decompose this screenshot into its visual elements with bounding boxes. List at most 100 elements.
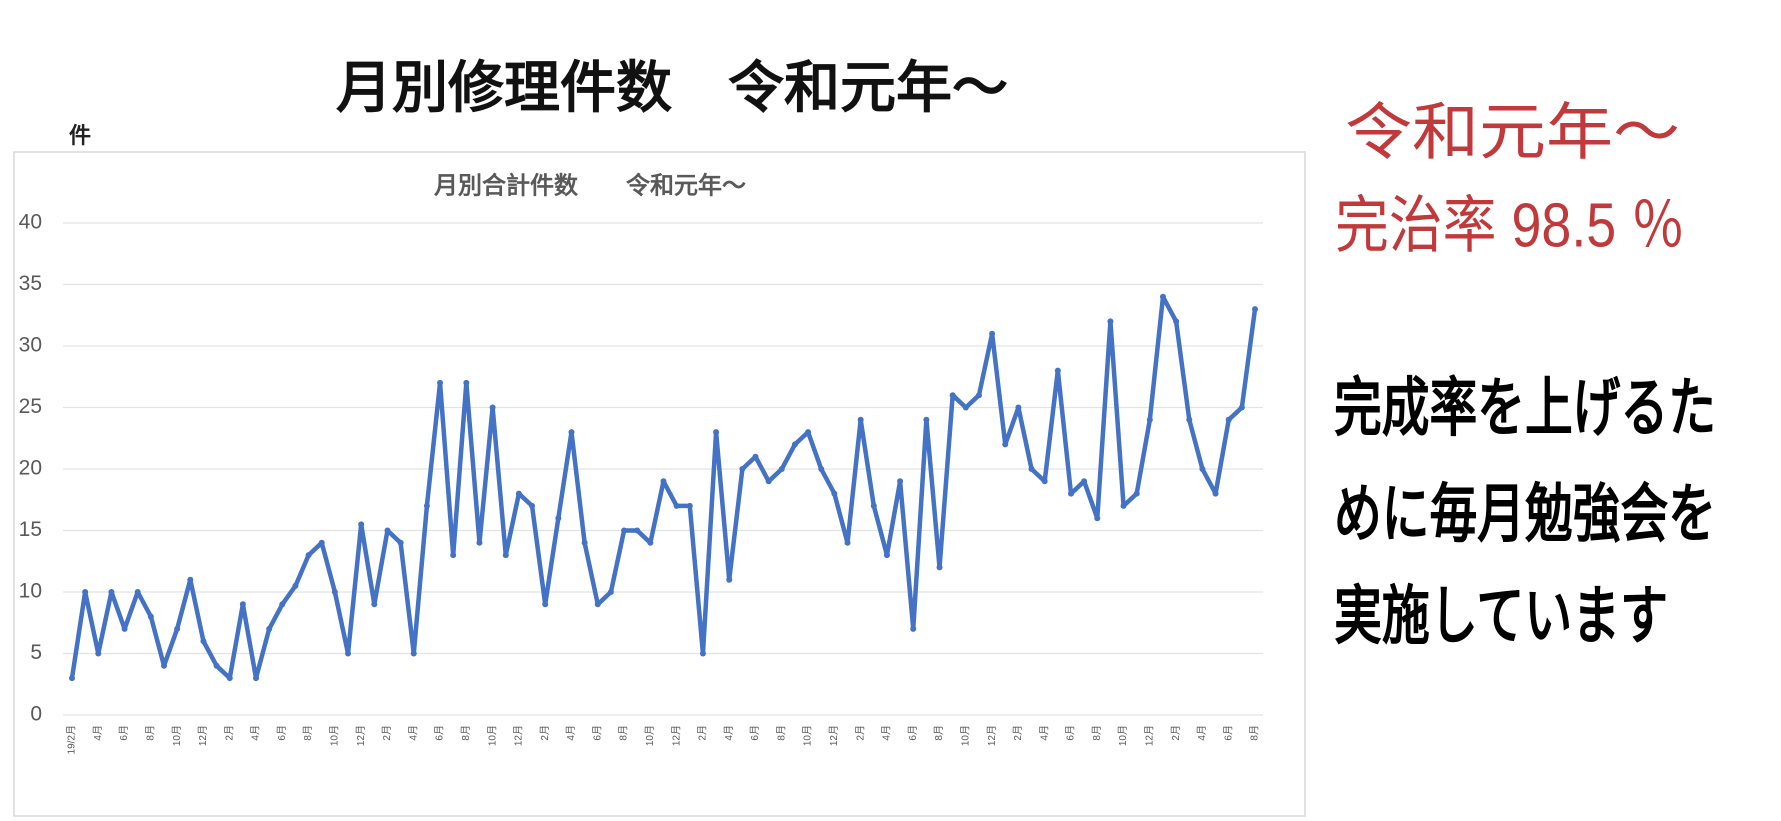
data-point — [621, 527, 628, 534]
x-tick-label: 4月 — [92, 725, 104, 741]
x-tick-label: 12月 — [1143, 725, 1155, 746]
x-tick-label: 4月 — [1038, 725, 1050, 741]
data-point — [791, 441, 798, 448]
data-point — [1054, 367, 1061, 374]
x-tick-label: 12月 — [513, 725, 525, 746]
data-point — [318, 539, 325, 546]
data-point — [174, 625, 181, 632]
data-point — [1067, 490, 1074, 497]
x-tick-label: 6月 — [434, 725, 446, 741]
data-point — [410, 650, 417, 657]
y-tick-label: 10 — [19, 580, 42, 603]
message-text: 実施しています — [1334, 580, 1668, 652]
data-point — [1107, 318, 1114, 325]
data-point — [331, 589, 338, 595]
y-tick-label: 25 — [19, 395, 42, 418]
data-point — [239, 601, 246, 608]
data-point — [647, 539, 654, 546]
y-tick-label: 30 — [19, 334, 42, 357]
x-tick-label: 2月 — [697, 725, 709, 741]
data-point — [95, 650, 102, 657]
x-tick-label: 10月 — [171, 725, 183, 746]
data-point — [489, 404, 496, 411]
data-point — [1186, 416, 1193, 423]
x-tick-label: 6月 — [1065, 725, 1077, 741]
data-point — [1120, 502, 1127, 509]
data-point — [660, 478, 667, 485]
x-tick-label: 10月 — [644, 725, 656, 746]
data-point — [949, 392, 956, 399]
data-point — [634, 527, 641, 534]
data-point — [975, 392, 982, 399]
chart-title: 月別合計件数 令和元年～ — [433, 171, 746, 199]
data-point — [594, 601, 601, 608]
data-point — [476, 539, 483, 546]
data-point — [1015, 404, 1022, 411]
data-point — [936, 564, 943, 571]
data-point — [529, 502, 536, 509]
data-point — [765, 478, 772, 485]
data-point — [805, 429, 812, 436]
data-point — [1133, 490, 1140, 497]
data-point — [161, 662, 168, 669]
data-point — [818, 466, 825, 472]
x-tick-label: 6月 — [118, 725, 130, 741]
page-title: 月別修理件数 令和元年～ — [336, 56, 1008, 119]
data-point — [673, 502, 680, 509]
x-tick-label: 6月 — [1222, 725, 1234, 741]
data-point — [962, 404, 969, 411]
data-point — [213, 662, 220, 669]
data-point — [397, 539, 404, 546]
x-tick-label: 2月 — [381, 725, 393, 741]
data-point — [989, 330, 996, 337]
x-tick-label: 4月 — [407, 725, 419, 741]
y-tick-label: 0 — [30, 703, 42, 726]
x-tick-label: 12月 — [670, 725, 682, 746]
x-tick-label: 4月 — [1196, 725, 1208, 741]
data-point — [147, 613, 154, 620]
data-point — [345, 650, 352, 657]
data-point — [450, 552, 457, 559]
data-point — [134, 589, 141, 595]
y-tick-label: 40 — [19, 211, 42, 234]
chart-frame — [13, 151, 1306, 817]
data-point — [200, 638, 207, 645]
x-tick-label: 10月 — [329, 725, 341, 746]
x-tick-label: 10月 — [802, 725, 814, 746]
data-point — [857, 416, 864, 423]
data-point — [1159, 293, 1166, 300]
data-point — [883, 552, 890, 559]
y-axis-unit: 件 — [69, 123, 91, 148]
data-point — [266, 625, 273, 632]
data-point — [542, 601, 549, 608]
x-tick-label: 10月 — [486, 725, 498, 746]
data-point — [568, 429, 575, 436]
data-point — [910, 625, 917, 632]
data-point — [1199, 466, 1206, 472]
data-point — [358, 521, 365, 528]
data-point — [870, 502, 877, 509]
x-tick-label: 2月 — [854, 725, 866, 741]
data-point — [515, 490, 522, 497]
message-text: 完成率を上げるた — [1334, 372, 1716, 444]
data-point — [1041, 478, 1048, 485]
data-point — [502, 552, 509, 559]
data-point — [699, 650, 706, 657]
x-tick-label: 8月 — [145, 725, 157, 741]
data-point — [69, 675, 75, 682]
data-point — [1002, 441, 1009, 448]
data-point — [897, 478, 904, 485]
x-tick-label: 8月 — [460, 725, 472, 741]
x-tick-label: 4月 — [250, 725, 262, 741]
data-point — [253, 675, 260, 682]
x-tick-label: 6月 — [276, 725, 288, 741]
data-point — [82, 589, 89, 595]
x-tick-label: 10月 — [1117, 725, 1129, 746]
data-point — [226, 675, 233, 682]
x-tick-label: 12月 — [828, 725, 840, 746]
y-tick-label: 5 — [30, 641, 42, 664]
data-point — [739, 466, 746, 472]
data-point — [923, 416, 930, 423]
